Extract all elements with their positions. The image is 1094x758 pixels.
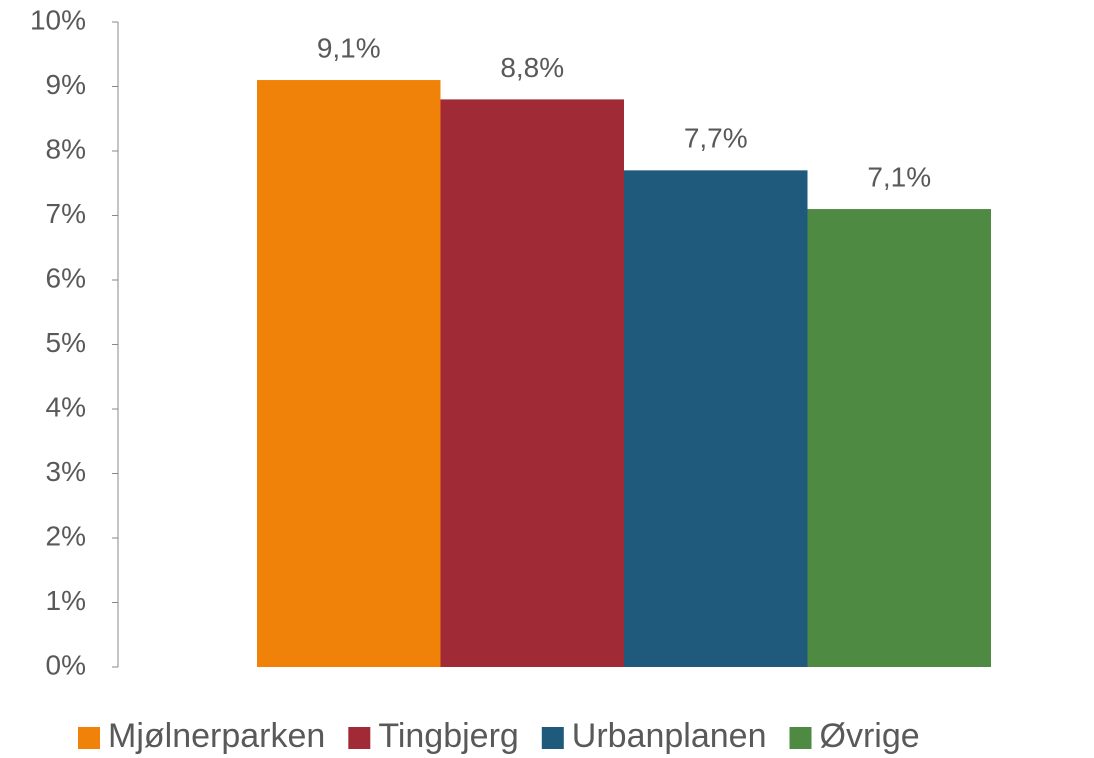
legend-swatch: [78, 727, 100, 749]
y-tick-label: 0%: [46, 649, 86, 680]
legend-text: Urbanplanen: [572, 717, 767, 755]
legend-text: Øvrige: [820, 717, 920, 755]
y-tick-label: 1%: [46, 585, 86, 616]
y-tick-label: 2%: [46, 520, 86, 551]
y-tick-label: 6%: [46, 262, 86, 293]
data-label: 8,8%: [500, 52, 564, 83]
bar: [807, 209, 991, 668]
bar: [257, 80, 441, 668]
legend-swatch: [541, 727, 564, 749]
y-tick-label: 9%: [46, 69, 86, 100]
legend-swatch: [348, 727, 371, 749]
y-tick-label: 10%: [30, 4, 86, 35]
legend-text: Tingbjerg: [378, 717, 518, 755]
data-label: 7,7%: [684, 123, 748, 154]
y-tick-label: 7%: [46, 198, 86, 229]
data-label: 7,1%: [867, 161, 931, 192]
y-tick-label: 8%: [46, 133, 86, 164]
bar: [440, 99, 624, 667]
y-tick-label: 3%: [46, 456, 86, 487]
data-label: 9,1%: [317, 32, 381, 63]
bar: [624, 170, 808, 667]
legend-swatch: [789, 727, 812, 749]
y-tick-label: 5%: [46, 327, 86, 358]
legend-text: Mjølnerparken: [108, 717, 325, 755]
y-tick-label: 4%: [46, 391, 86, 422]
